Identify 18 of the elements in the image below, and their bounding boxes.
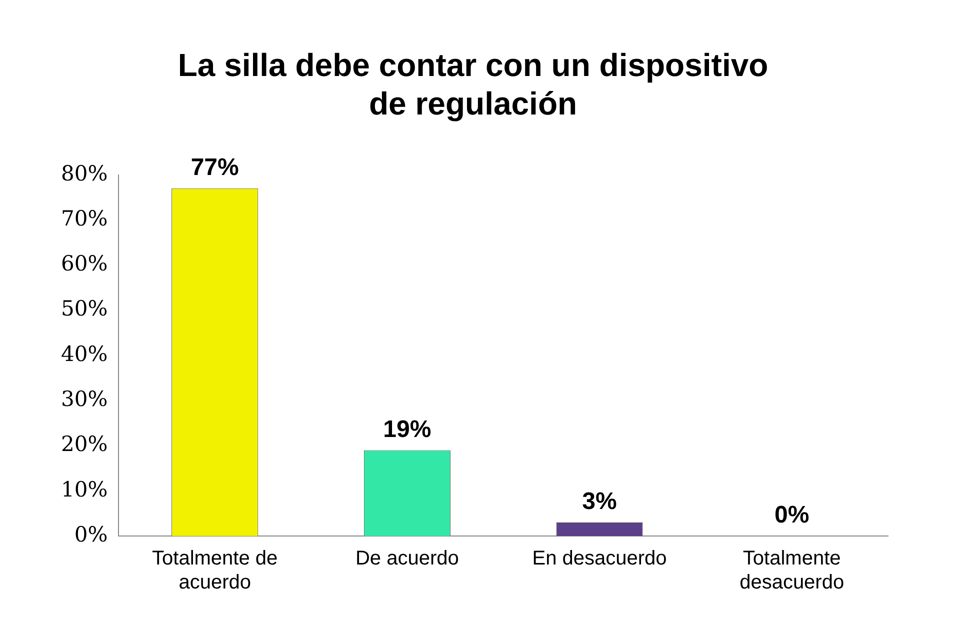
y-tick-label: 70%: [60, 206, 108, 230]
data-label: 77%: [190, 154, 239, 181]
x-tick-label: Totalmente de acuerdo: [152, 548, 278, 594]
data-label: 0%: [774, 502, 810, 529]
y-tick-label: 50%: [60, 296, 108, 321]
x-tick-label: En desacuerdo: [532, 548, 667, 570]
data-label: 3%: [582, 488, 617, 516]
x-tick-label: De acuerdo: [355, 548, 459, 570]
x-tick-label: Totalmente desacuerdo: [740, 548, 844, 594]
y-tick-label: 30%: [60, 387, 108, 412]
y-tick-label: 10%: [60, 477, 108, 502]
chart-title: La silla debe contar con un dispositivo de regulación: [178, 47, 768, 122]
y-tick-label: 80%: [60, 161, 108, 186]
y-tick-label: 20%: [60, 432, 108, 456]
y-tick-label: 40%: [60, 342, 108, 366]
y-tick-label: 0%: [74, 522, 108, 546]
data-label: 19%: [383, 416, 432, 443]
y-tick-label: 60%: [60, 252, 108, 276]
